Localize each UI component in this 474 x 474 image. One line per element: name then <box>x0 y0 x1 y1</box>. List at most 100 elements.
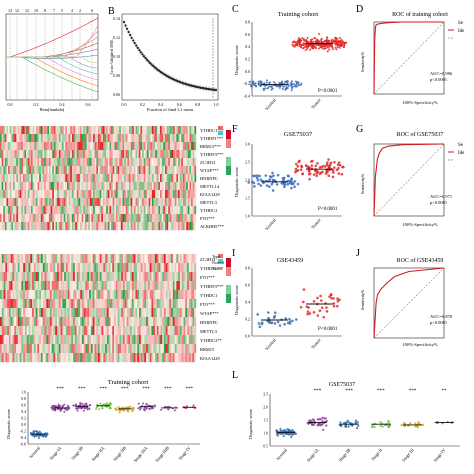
data-point <box>77 407 80 410</box>
heatmap-cell <box>58 134 61 143</box>
heatmap-cell <box>47 134 50 143</box>
panel-i-ylabel: Diagnostic score <box>234 285 239 315</box>
heatmap-cell <box>52 182 55 191</box>
heatmap-cell <box>35 166 38 175</box>
heatmap-cell <box>55 126 58 135</box>
heatmap-cell <box>0 290 2 300</box>
heatmap-cell <box>68 150 71 159</box>
heatmap-cell <box>24 214 27 223</box>
heatmap-cell <box>37 281 40 291</box>
heatmap-cell <box>153 174 156 183</box>
heatmap-cell <box>0 299 2 309</box>
data-point <box>260 321 264 325</box>
data-point <box>42 435 45 438</box>
heatmap-cell <box>84 214 87 223</box>
data-point <box>256 178 260 182</box>
heatmap-cell <box>9 142 12 151</box>
heatmap-cell <box>156 166 159 175</box>
heatmap-cell <box>188 308 191 318</box>
heatmap-cell <box>17 134 20 143</box>
heatmap-cell <box>76 299 79 309</box>
heatmap-cell <box>27 142 30 151</box>
heatmap-cell <box>137 317 140 327</box>
heatmap-cell <box>99 126 102 135</box>
heatmap-cell <box>132 206 135 215</box>
heatmap-cell <box>31 166 33 175</box>
heatmap-cell <box>117 222 120 231</box>
heatmap-cell <box>81 326 84 336</box>
data-point <box>285 432 289 435</box>
heatmap-cell <box>151 206 154 215</box>
heatmap-cell <box>120 166 123 175</box>
heatmap-cell <box>153 344 156 354</box>
data-point <box>114 407 117 410</box>
heatmap-cell <box>21 134 24 143</box>
heatmap-cell <box>186 134 189 143</box>
heatmap-cell <box>126 317 129 327</box>
heatmap-cell <box>71 326 74 336</box>
heatmap-cell <box>63 150 66 159</box>
heatmap-cell <box>107 166 110 175</box>
heatmap-cell <box>40 272 43 282</box>
heatmap-cell <box>99 308 102 318</box>
heatmap-cell <box>86 214 89 223</box>
heatmap-cell <box>153 134 156 143</box>
heatmap-cell <box>151 299 154 309</box>
heatmap-cell <box>10 272 13 282</box>
heatmap-cell <box>169 206 172 215</box>
data-point <box>284 430 287 433</box>
heatmap-cell <box>89 272 92 282</box>
heatmap-cell <box>23 254 26 264</box>
heatmap-cell <box>124 272 127 282</box>
heatmap-cell <box>19 281 22 291</box>
heatmap-cell <box>145 134 148 143</box>
heatmap-cell <box>137 290 140 300</box>
heatmap-cell <box>179 206 182 215</box>
heatmap-cell <box>114 174 117 183</box>
heatmap-cell <box>151 335 154 345</box>
heatmap-cell <box>147 281 150 291</box>
heatmap-cell <box>48 308 51 318</box>
data-point <box>320 45 323 48</box>
data-point <box>324 417 327 420</box>
heatmap-cell <box>3 281 6 291</box>
heatmap-cell <box>11 174 14 183</box>
heatmap-cell <box>42 317 45 327</box>
heatmap-cell <box>192 126 195 135</box>
heatmap-cell <box>171 142 174 151</box>
heatmap-cell <box>138 353 141 363</box>
data-point <box>339 424 343 427</box>
heatmap-cell <box>112 326 115 336</box>
data-point <box>137 407 140 410</box>
heatmap-cell <box>49 206 51 215</box>
heatmap-cell <box>39 263 42 273</box>
heatmap-cell <box>68 126 71 135</box>
heatmap-cell <box>51 254 54 264</box>
heatmap-cell <box>135 158 138 167</box>
heatmap-cell <box>101 182 104 191</box>
heatmap-cell <box>151 198 154 207</box>
data-point <box>312 418 316 422</box>
heatmap-cell <box>29 182 32 191</box>
heatmap-cell <box>63 174 66 183</box>
heatmap-cell <box>42 344 45 354</box>
heatmap-cell <box>94 134 97 143</box>
heatmap-cell <box>189 222 192 231</box>
heatmap-cell <box>104 134 107 143</box>
heatmap-cell <box>187 150 190 159</box>
heatmap-cell <box>183 272 186 282</box>
heatmap-cell <box>181 335 184 345</box>
data-point <box>281 432 284 435</box>
panel-b-xtick: 0.6 <box>177 102 182 107</box>
heatmap-cell <box>179 344 182 354</box>
heatmap-cell <box>179 290 182 300</box>
panel-g-title: ROC of GSE75037 <box>397 131 444 138</box>
heatmap-cell <box>13 126 15 135</box>
data-point <box>335 38 338 41</box>
heatmap-cell <box>78 190 81 199</box>
heatmap-cell <box>31 158 33 167</box>
heatmap-cell <box>78 317 81 327</box>
heatmap-cell <box>65 281 68 291</box>
heatmap-cell <box>163 134 166 143</box>
heatmap-cell <box>91 142 94 151</box>
